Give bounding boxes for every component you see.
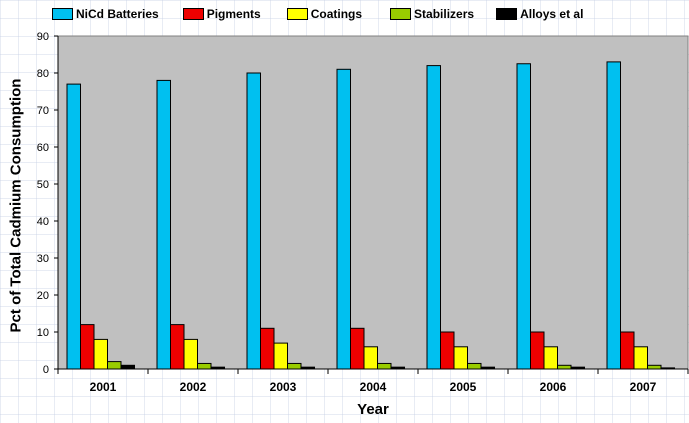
y-axis-title-box: Pct of Total Cadmium Consumption [5,55,27,355]
legend-item: Alloys et al [496,7,583,21]
legend-label: Pigments [206,7,261,21]
legend-item: NiCd Batteries [52,7,159,21]
y-tick-label: 40 [37,216,49,228]
y-tick-label: 20 [37,290,49,302]
bar-alloys-et-al [120,364,135,370]
bar-coatings [453,346,468,370]
legend-swatch [52,8,73,20]
bar-nicd-batteries [336,68,351,370]
legend-item: Stabilizers [390,7,474,21]
legend-item: Coatings [286,7,363,21]
bar-pigments [530,331,545,370]
bar-nicd-batteries [426,65,441,370]
bar-coatings [543,346,558,370]
bar-nicd-batteries [516,63,531,370]
bar-stabilizers [287,362,302,370]
bar-pigments [620,331,635,370]
bar-coatings [93,338,108,370]
bar-stabilizers [467,362,482,370]
bar-stabilizers [647,364,662,370]
legend-label: NiCd Batteries [76,7,159,21]
y-tick-label: 70 [37,105,49,117]
bar-stabilizers [197,362,212,370]
bar-stabilizers [107,361,122,370]
bar-coatings [363,346,378,370]
bar-stabilizers [557,364,572,370]
y-tick-label: 0 [43,364,49,376]
bar-stabilizers [377,362,392,370]
bar-pigments [170,324,185,370]
y-tick-label: 10 [37,327,49,339]
bar-nicd-batteries [66,83,81,370]
bar-nicd-batteries [246,72,261,370]
legend-swatch [182,8,204,20]
legend-label: Coatings [310,7,363,21]
y-tick-label: 30 [37,253,49,265]
y-tick-label: 90 [37,31,49,43]
legend-item: Pigments [182,7,261,21]
plot-area [57,35,689,370]
x-tick-label: 2005 [450,380,477,394]
y-tick-label: 50 [37,179,49,191]
bar-nicd-batteries [606,61,621,370]
y-tick-label: 80 [37,68,49,80]
legend-label: Stabilizers [414,7,475,21]
legend-swatch [496,8,518,20]
x-tick-label: 2007 [630,380,657,394]
x-axis: 2001 2002 2003 2004 2005 2006 2007 [57,368,689,394]
y-axis: 0 10 20 30 40 50 60 70 80 90 [37,31,59,376]
y-tick-label: 60 [37,142,49,154]
legend-swatch [390,8,412,20]
legend-swatch [286,8,308,20]
x-axis-title: Year [357,401,389,418]
bar-coatings [633,346,648,370]
bar-coatings [273,342,288,370]
bar-coatings [183,338,198,370]
x-tick-label: 2001 [90,380,117,394]
bar-pigments [350,327,365,370]
x-tick-label: 2002 [180,380,207,394]
x-tick-label: 2006 [540,380,567,394]
legend-label: Alloys et al [520,7,584,21]
x-tick-label: 2003 [270,380,297,394]
bar-pigments [260,327,275,370]
x-tick-label: 2004 [360,380,387,394]
legend: NiCd Batteries Pigments Coatings Stabilizer… [52,4,689,24]
bar-pigments [80,324,95,370]
y-axis-title: Pct of Total Cadmium Consumption [7,78,25,332]
bar-pigments [440,331,455,370]
bar-nicd-batteries [156,79,171,370]
